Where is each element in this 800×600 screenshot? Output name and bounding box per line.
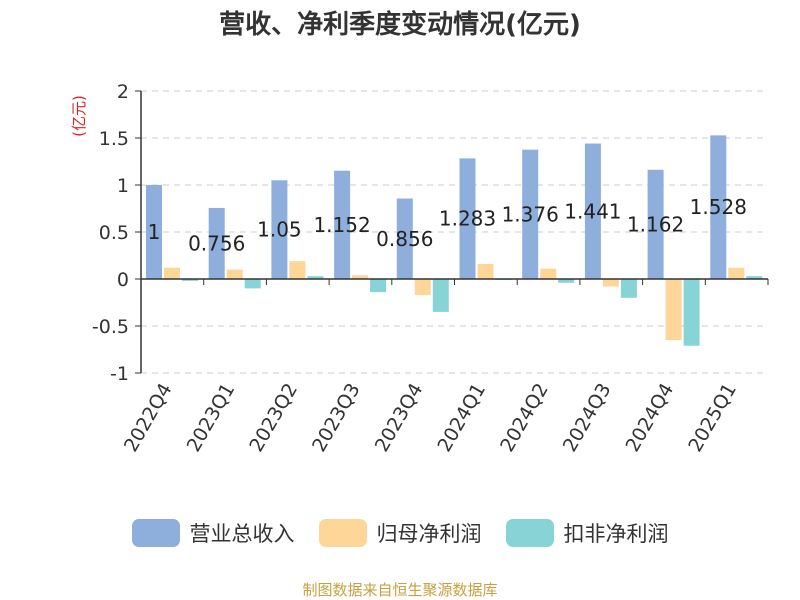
deducted-profit-bar (370, 279, 387, 293)
x-tick-label: 2023Q2 (245, 380, 302, 456)
y-tick-label: 2 (117, 81, 129, 103)
net-profit-bar (352, 275, 369, 279)
deducted-profit-bar (432, 279, 449, 312)
data-label: 1.283 (439, 207, 496, 231)
data-label: 1.376 (502, 202, 559, 226)
x-tick-label: 2024Q1 (433, 380, 490, 456)
data-label: 1.152 (313, 213, 370, 237)
revenue-bar (271, 180, 288, 279)
revenue-bar (396, 198, 413, 279)
data-label: 0.756 (188, 231, 245, 255)
deducted-profit-bar (244, 279, 261, 289)
net-profit-bar (602, 279, 619, 287)
y-tick-label: 1.5 (99, 128, 129, 150)
chart-legend: 营业总收入 归母净利润 扣非净利润 (0, 518, 800, 548)
legend-label-net-profit: 归母净利润 (376, 522, 482, 546)
x-tick-label: 2024Q3 (559, 380, 616, 456)
revenue-bar (647, 169, 664, 279)
data-label: 1 (148, 220, 161, 244)
legend-label-revenue: 营业总收入 (189, 522, 295, 546)
y-axis-unit-label: (亿元) (70, 95, 88, 137)
legend-swatch-deducted-profit (505, 519, 554, 547)
net-profit-bar (540, 268, 557, 279)
y-tick-label: 0 (117, 269, 129, 291)
y-tick-label: -0.5 (92, 316, 129, 338)
revenue-bar (146, 185, 162, 279)
x-tick-label: 2023Q3 (308, 380, 365, 456)
data-label: 1.441 (564, 199, 621, 223)
deducted-profit-bar (182, 279, 198, 281)
net-profit-bar (728, 267, 745, 279)
source-note: 制图数据来自恒生聚源数据库 (302, 581, 498, 599)
deducted-profit-bar (620, 279, 637, 298)
net-profit-bar (477, 263, 494, 279)
x-tick-label: 2025Q1 (684, 380, 741, 456)
y-tick-label: -1 (110, 363, 129, 385)
net-profit-bar (289, 261, 306, 279)
deducted-profit-bar (683, 279, 700, 346)
x-tick-label: 2023Q4 (371, 380, 428, 456)
net-profit-bar (665, 279, 682, 341)
net-profit-bar (414, 279, 431, 295)
revenue-bar (334, 170, 351, 279)
net-profit-bar (164, 267, 180, 279)
revenue-bar (522, 149, 539, 279)
legend-swatch-net-profit (318, 519, 367, 547)
net-profit-bar (226, 269, 243, 279)
deducted-profit-bar (307, 276, 324, 279)
legend-swatch-revenue (131, 519, 180, 547)
deducted-profit-bar (558, 279, 575, 283)
x-tick-label: 2024Q2 (496, 380, 553, 456)
legend-item-net-profit[interactable]: 归母净利润 (318, 518, 482, 548)
x-tick-label: 2023Q1 (183, 380, 240, 456)
legend-item-revenue[interactable]: 营业总收入 (131, 518, 295, 548)
legend-label-deducted-profit: 扣非净利润 (563, 522, 669, 546)
x-tick-label: 2022Q4 (120, 380, 177, 456)
y-tick-label: 0.5 (99, 222, 129, 244)
deducted-profit-bar (746, 276, 763, 279)
legend-item-deducted-profit[interactable]: 扣非净利润 (505, 518, 669, 548)
y-tick-label: 1 (117, 175, 129, 197)
data-label: 0.856 (376, 227, 433, 251)
revenue-bar (584, 143, 601, 279)
revenue-bar (208, 207, 225, 279)
revenue-bar (710, 135, 727, 279)
data-label: 1.05 (257, 218, 302, 242)
data-label: 1.162 (627, 212, 684, 236)
revenue-bar (459, 158, 476, 279)
chart-title: 营收、净利季度变动情况(亿元) (219, 10, 581, 40)
x-tick-label: 2024Q4 (622, 380, 679, 456)
data-label: 1.528 (690, 195, 747, 219)
